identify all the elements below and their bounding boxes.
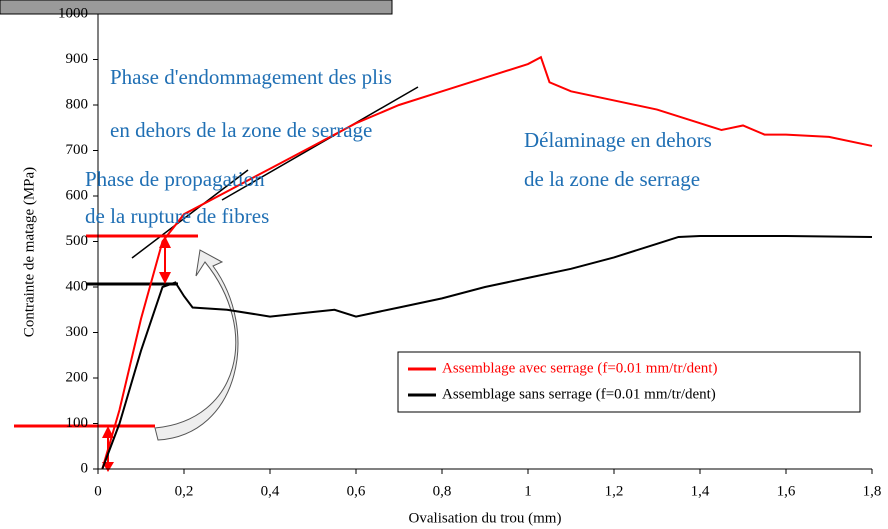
x-tick-label: 1,8 (863, 483, 882, 499)
y-tick-label: 100 (66, 415, 89, 431)
annotation: Phase d'endommagement des plis (110, 65, 392, 89)
x-axis-label: Ovalisation du trou (mm) (409, 510, 562, 526)
x-tick-label: 0 (94, 483, 102, 499)
annotation: de la zone de serrage (524, 167, 700, 191)
y-tick-label: 300 (66, 324, 89, 340)
annotation: Délaminage en dehors (524, 128, 712, 152)
y-tick-label: 200 (66, 369, 89, 385)
y-tick-label: 500 (66, 233, 89, 249)
y-axis-label: Contrainte de matage (MPa) (21, 167, 37, 337)
annotation: de la rupture de fibres (85, 204, 269, 228)
y-tick-label: 900 (66, 51, 89, 67)
legend-label: Assemblage avec serrage (f=0.01 mm/tr/de… (442, 360, 717, 376)
y-tick-label: 700 (66, 142, 89, 158)
x-tick-label: 0,8 (433, 483, 452, 499)
annotation: en dehors de la zone de serrage (110, 118, 372, 142)
x-tick-label: 1,4 (691, 483, 710, 499)
y-tick-label: 0 (81, 460, 89, 476)
x-tick-label: 1 (524, 483, 532, 499)
y-tick-label: 1000 (58, 5, 88, 21)
x-tick-label: 0,2 (175, 483, 194, 499)
x-tick-label: 1,6 (777, 483, 796, 499)
x-tick-label: 1,2 (605, 483, 624, 499)
annotation: Phase de propagation (85, 167, 265, 191)
legend-label: Assemblage sans serrage (f=0.01 mm/tr/de… (442, 386, 716, 402)
y-tick-label: 800 (66, 96, 89, 112)
chart: Ovalisation du trou (mm) Contrainte de m… (0, 0, 888, 529)
y-tick-label: 400 (66, 278, 89, 294)
x-tick-label: 0,4 (261, 483, 280, 499)
x-tick-label: 0,6 (347, 483, 366, 499)
